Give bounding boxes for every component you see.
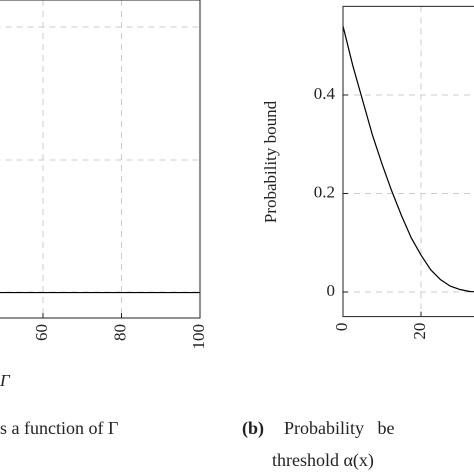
caption: Probability be [284, 418, 395, 438]
plot: 60 80 100 [0, 0, 208, 350]
y-tick-label: 0.2 [314, 182, 335, 201]
plot: 0204000.20.4 [314, 5, 474, 340]
x-tick-label: 100 [189, 324, 208, 350]
x-tick-label: 20 [410, 323, 429, 340]
caption: s a function of Γ [0, 418, 118, 438]
y-tick-label: 0.4 [314, 84, 336, 103]
x-tick-label: 60 [32, 324, 51, 341]
x-tick-label: 0 [332, 323, 351, 332]
x-tick-label: 80 [110, 324, 129, 341]
x-axis-label: Γ [0, 371, 11, 390]
caption-label: (b) [242, 418, 264, 439]
plot-frame [342, 5, 474, 318]
y-axis-label: Probability bound [261, 100, 280, 223]
line [342, 25, 474, 293]
y-tick-label: 0 [327, 281, 336, 300]
plot-frame [0, 0, 201, 319]
caption: threshold α(x) [272, 450, 374, 471]
